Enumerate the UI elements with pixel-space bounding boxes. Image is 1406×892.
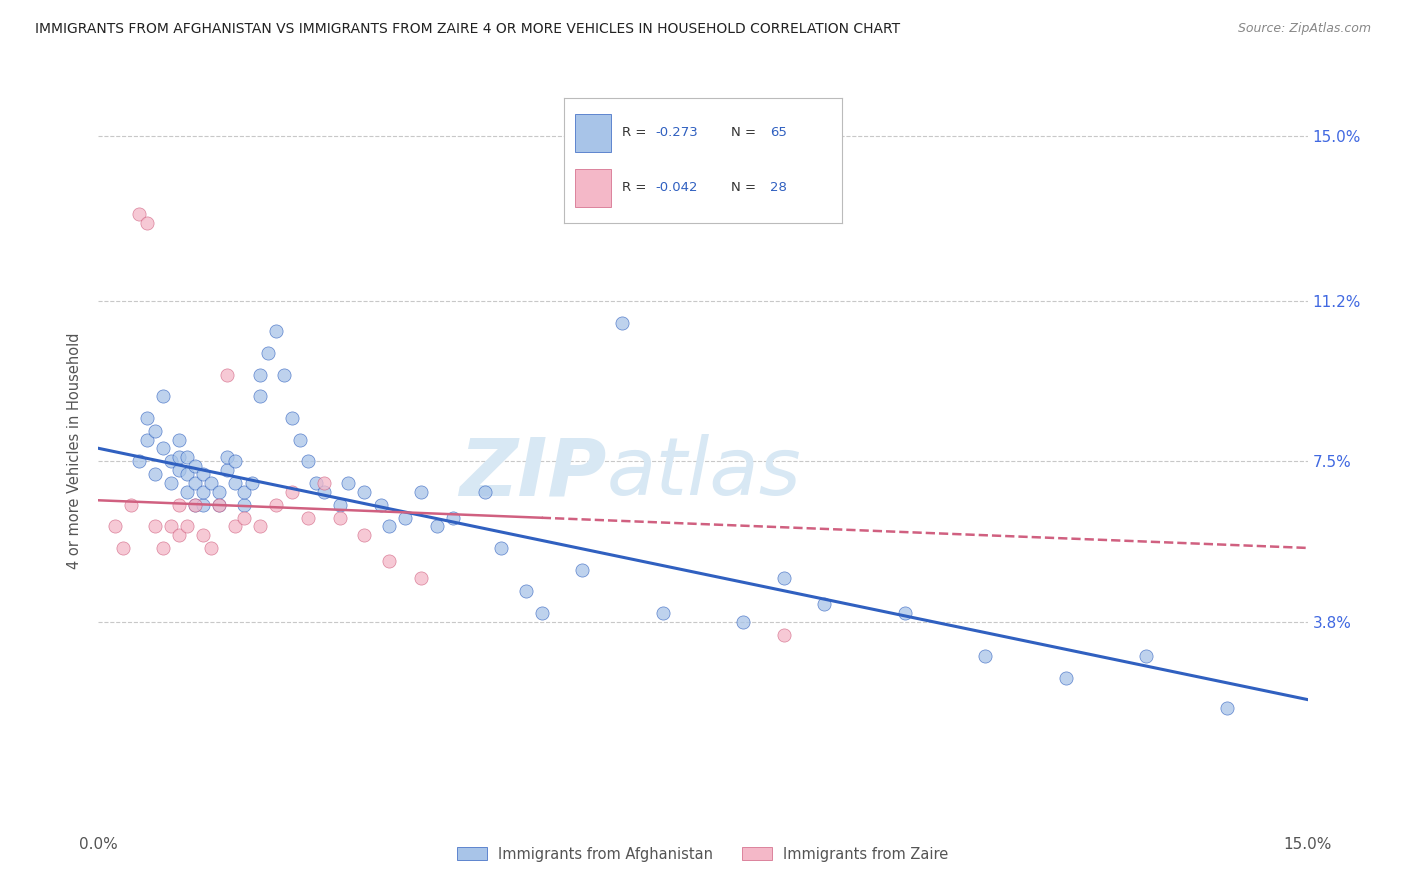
- Point: [491, 541, 513, 555]
- Point: [152, 541, 174, 555]
- Point: [167, 498, 190, 512]
- Point: [143, 519, 166, 533]
- Point: [281, 484, 304, 499]
- Point: [135, 433, 157, 447]
- Point: [208, 498, 231, 512]
- Point: [160, 454, 183, 468]
- Point: [974, 649, 997, 664]
- Text: Source: ZipAtlas.com: Source: ZipAtlas.com: [1237, 22, 1371, 36]
- Point: [200, 475, 222, 490]
- Point: [217, 450, 239, 464]
- Point: [135, 216, 157, 230]
- Point: [128, 207, 150, 221]
- Point: [143, 424, 166, 438]
- Point: [135, 411, 157, 425]
- Point: [224, 519, 246, 533]
- Point: [426, 519, 449, 533]
- Point: [232, 510, 254, 524]
- Point: [176, 450, 198, 464]
- Point: [193, 528, 215, 542]
- Point: [184, 498, 207, 512]
- Point: [224, 454, 246, 468]
- Text: ZIP: ZIP: [458, 434, 606, 512]
- Point: [329, 510, 352, 524]
- Point: [273, 368, 295, 382]
- Point: [176, 519, 198, 533]
- Point: [530, 606, 553, 620]
- Point: [232, 498, 254, 512]
- Legend: Immigrants from Afghanistan, Immigrants from Zaire: Immigrants from Afghanistan, Immigrants …: [451, 841, 955, 868]
- Point: [409, 484, 432, 499]
- Point: [337, 475, 360, 490]
- Point: [612, 316, 634, 330]
- Point: [813, 597, 835, 611]
- Point: [167, 450, 190, 464]
- Point: [1054, 671, 1077, 685]
- Text: IMMIGRANTS FROM AFGHANISTAN VS IMMIGRANTS FROM ZAIRE 4 OR MORE VEHICLES IN HOUSE: IMMIGRANTS FROM AFGHANISTAN VS IMMIGRANT…: [35, 22, 900, 37]
- Point: [103, 519, 125, 533]
- Point: [152, 389, 174, 403]
- Point: [314, 484, 336, 499]
- Point: [224, 475, 246, 490]
- Point: [1216, 701, 1239, 715]
- Point: [1135, 649, 1157, 664]
- Point: [217, 368, 239, 382]
- Point: [394, 510, 416, 524]
- Point: [409, 571, 432, 585]
- Point: [208, 498, 231, 512]
- Point: [143, 467, 166, 482]
- Point: [329, 498, 352, 512]
- Point: [441, 510, 464, 524]
- Point: [256, 346, 278, 360]
- Point: [111, 541, 134, 555]
- Point: [281, 411, 304, 425]
- Point: [474, 484, 496, 499]
- Point: [772, 627, 794, 641]
- Point: [120, 498, 142, 512]
- Point: [176, 484, 198, 499]
- Point: [167, 463, 190, 477]
- Point: [264, 324, 287, 338]
- Point: [288, 433, 311, 447]
- Point: [353, 528, 375, 542]
- Point: [249, 368, 271, 382]
- Point: [184, 458, 207, 473]
- Point: [160, 519, 183, 533]
- Point: [377, 519, 399, 533]
- Point: [515, 584, 537, 599]
- Point: [184, 475, 207, 490]
- Point: [176, 467, 198, 482]
- Point: [297, 454, 319, 468]
- Point: [193, 484, 215, 499]
- Point: [240, 475, 263, 490]
- Point: [193, 467, 215, 482]
- Point: [128, 454, 150, 468]
- Point: [152, 442, 174, 456]
- Point: [232, 484, 254, 499]
- Point: [208, 484, 231, 499]
- Point: [297, 510, 319, 524]
- Point: [184, 498, 207, 512]
- Point: [249, 389, 271, 403]
- Point: [249, 519, 271, 533]
- Point: [167, 528, 190, 542]
- Point: [217, 463, 239, 477]
- Point: [893, 606, 915, 620]
- Y-axis label: 4 or more Vehicles in Household: 4 or more Vehicles in Household: [67, 332, 83, 569]
- Point: [193, 498, 215, 512]
- Point: [370, 498, 392, 512]
- Point: [264, 498, 287, 512]
- Point: [571, 563, 593, 577]
- Point: [651, 606, 673, 620]
- Point: [377, 554, 399, 568]
- Point: [200, 541, 222, 555]
- Point: [160, 475, 183, 490]
- Point: [167, 433, 190, 447]
- Text: atlas: atlas: [606, 434, 801, 512]
- Point: [314, 475, 336, 490]
- Point: [305, 475, 328, 490]
- Point: [353, 484, 375, 499]
- Point: [772, 571, 794, 585]
- Point: [733, 615, 755, 629]
